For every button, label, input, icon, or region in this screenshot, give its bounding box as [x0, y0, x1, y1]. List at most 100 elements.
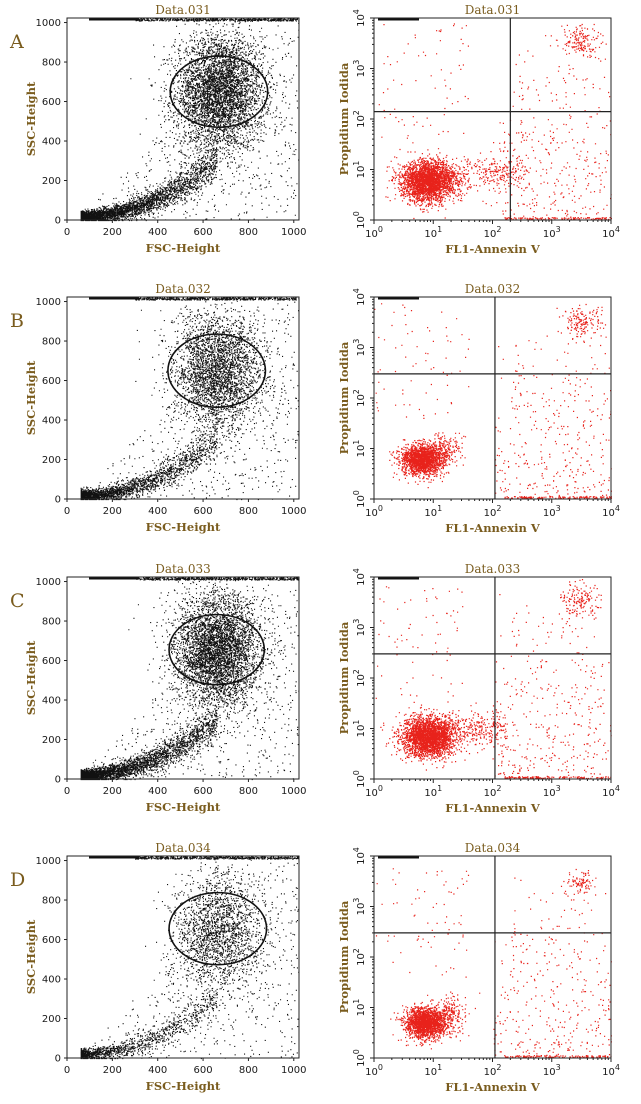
- panel-label-c: C: [10, 590, 25, 612]
- plot-frame: [66, 576, 300, 780]
- x-axis-label: FL1-Annexin V: [445, 801, 541, 815]
- x-tick-label: 103: [543, 225, 561, 240]
- y-axis-label: Propidium Iodida: [337, 62, 351, 175]
- y-tick-label: 200: [42, 455, 61, 466]
- x-tick-label: 0: [64, 227, 70, 238]
- x-tick-label: 100: [365, 1063, 383, 1078]
- y-tick-label: 104: [352, 847, 367, 865]
- x-tick-label: 800: [239, 1065, 258, 1076]
- x-tick-label: 101: [424, 504, 442, 519]
- data-points: [375, 868, 612, 1059]
- chart-title: Data.031: [465, 3, 520, 17]
- x-tick-label: 200: [103, 1065, 122, 1076]
- x-tick-label: 400: [148, 227, 167, 238]
- x-axis-label: FSC-Height: [146, 241, 221, 255]
- y-tick-label: 1000: [36, 18, 61, 29]
- y-tick-label: 100: [352, 211, 367, 229]
- x-tick-label: 1000: [281, 1065, 306, 1076]
- chart-fsc-ssc-a: 0 200 400 600 800 1000 0 200 400 600 800 1000 Data.0…: [24, 3, 307, 255]
- gate-ellipse: [169, 55, 269, 128]
- y-tick-label: 100: [352, 490, 367, 508]
- y-tick-label: 400: [42, 416, 61, 427]
- x-tick-label: 200: [103, 227, 122, 238]
- y-tick-label: 102: [352, 389, 367, 407]
- y-tick-label: 0: [55, 495, 61, 506]
- x-tick-label: 400: [148, 786, 167, 797]
- chart-title: Data.031: [155, 3, 210, 17]
- x-axis-label: FSC-Height: [146, 1079, 221, 1093]
- x-tick-label: 200: [103, 786, 122, 797]
- y-tick-label: 102: [352, 110, 367, 128]
- y-axis-label: SSC-Height: [24, 919, 38, 994]
- data-points: [375, 579, 612, 780]
- y-tick-label: 100: [352, 770, 367, 788]
- x-axis-label: FSC-Height: [146, 800, 221, 814]
- y-axis-label: SSC-Height: [24, 81, 38, 156]
- x-tick-label: 102: [484, 225, 502, 240]
- y-tick-label: 800: [42, 617, 61, 628]
- data-points: [80, 577, 300, 781]
- gate-ellipse: [167, 333, 267, 408]
- x-tick-label: 400: [148, 1065, 167, 1076]
- y-tick-label: 103: [352, 339, 367, 357]
- x-tick-label: 1000: [281, 786, 306, 797]
- y-tick-label: 800: [42, 896, 61, 907]
- y-tick-label: 102: [352, 948, 367, 966]
- y-tick-label: 103: [352, 60, 367, 78]
- y-tick-label: 1000: [36, 297, 61, 308]
- y-tick-label: 100: [352, 1049, 367, 1067]
- y-tick-label: 600: [42, 935, 61, 946]
- x-tick-label: 0: [64, 786, 70, 797]
- y-tick-label: 200: [42, 735, 61, 746]
- x-tick-label: 600: [194, 1065, 213, 1076]
- y-axis-label: Propidium Iodida: [337, 900, 351, 1013]
- chart-title: Data.032: [465, 282, 520, 296]
- x-axis-label: FL1-Annexin V: [445, 242, 541, 256]
- y-tick-label: 101: [352, 440, 367, 458]
- plot-frame: [66, 296, 300, 500]
- x-tick-label: 101: [424, 1063, 442, 1078]
- y-tick-label: 0: [55, 775, 61, 786]
- y-tick-label: 103: [352, 619, 367, 637]
- x-tick-label: 104: [602, 1063, 620, 1078]
- panel-label-b: B: [10, 310, 24, 332]
- x-tick-label: 600: [194, 786, 213, 797]
- x-axis-label: FL1-Annexin V: [445, 1080, 541, 1094]
- y-tick-label: 101: [352, 720, 367, 738]
- y-tick-label: 400: [42, 975, 61, 986]
- x-tick-label: 101: [424, 784, 442, 799]
- y-tick-label: 200: [42, 176, 61, 187]
- x-tick-label: 104: [602, 225, 620, 240]
- x-tick-label: 600: [194, 506, 213, 517]
- y-tick-label: 104: [352, 288, 367, 306]
- x-tick-label: 103: [543, 1063, 561, 1078]
- y-tick-label: 600: [42, 97, 61, 108]
- chart-fsc-ssc-d: R1 0 200 400 600 800 1000 0 200 400 600 800 1000 Data…: [24, 841, 307, 1093]
- x-tick-label: 103: [543, 504, 561, 519]
- y-tick-label: 0: [55, 216, 61, 227]
- x-tick-label: 104: [602, 504, 620, 519]
- data-points: [378, 23, 612, 221]
- x-tick-label: 1000: [281, 227, 306, 238]
- y-tick-label: 101: [352, 999, 367, 1017]
- x-tick-label: 600: [194, 227, 213, 238]
- x-tick-label: 104: [602, 784, 620, 799]
- y-axis-label: SSC-Height: [24, 360, 38, 435]
- x-tick-label: 800: [239, 227, 258, 238]
- x-tick-label: 102: [484, 784, 502, 799]
- x-tick-label: 0: [64, 1065, 70, 1076]
- y-tick-label: 1000: [36, 856, 61, 867]
- plot-frame: [66, 17, 300, 221]
- chart-title: Data.034: [465, 841, 521, 855]
- chart-title: Data.033: [465, 562, 520, 576]
- gate-ellipse: [168, 891, 268, 966]
- y-tick-label: 600: [42, 376, 61, 387]
- y-tick-label: 400: [42, 137, 61, 148]
- data-points: [374, 303, 612, 500]
- plot-frame: [66, 855, 300, 1059]
